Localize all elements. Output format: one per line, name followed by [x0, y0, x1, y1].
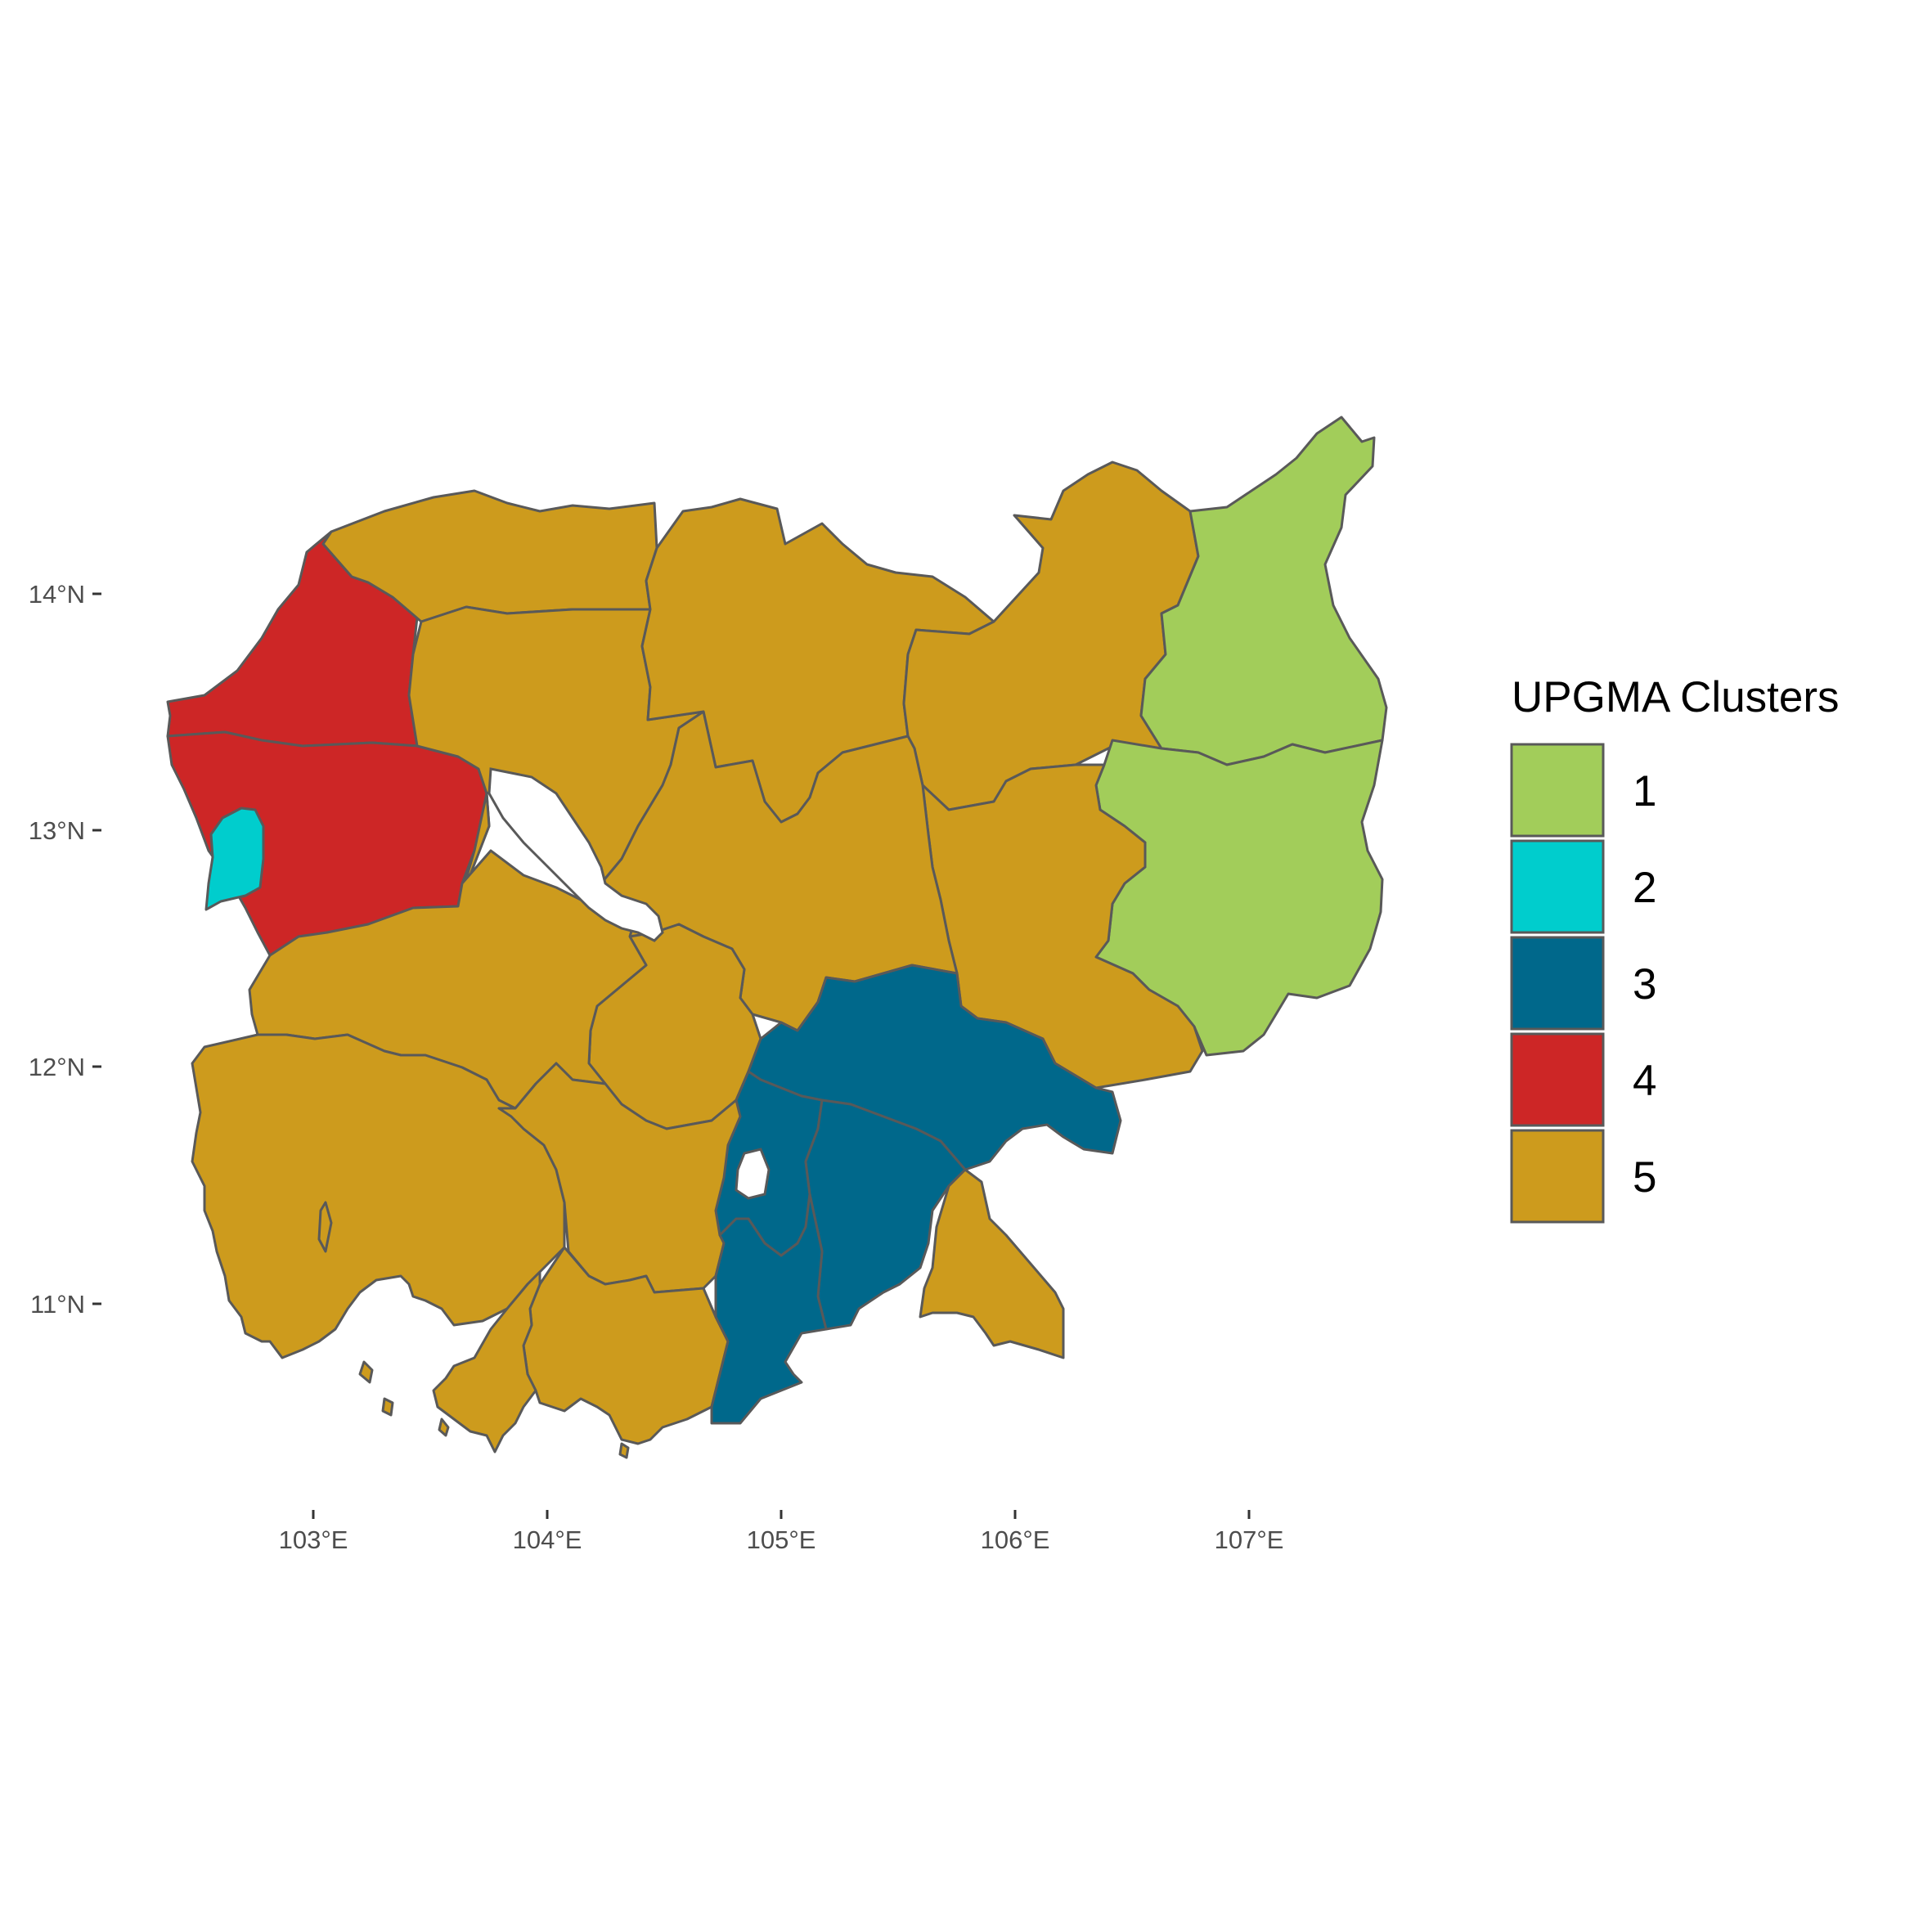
x-tick-label: 107°E: [1215, 1525, 1284, 1554]
legend-key-3: [1510, 936, 1605, 1031]
legend-label-5: 5: [1633, 1153, 1656, 1202]
legend-label-3: 3: [1633, 960, 1656, 1009]
x-tick-label: 103°E: [279, 1525, 348, 1554]
y-tick-label: 12°N: [29, 1053, 85, 1081]
province-ratanakiri: [1139, 416, 1388, 766]
legend-label-4: 4: [1633, 1057, 1656, 1105]
x-tick-label: 105°E: [747, 1525, 816, 1554]
x-tick-label: 104°E: [513, 1525, 582, 1554]
legend-key-4: [1510, 1032, 1605, 1127]
y-axis: 14°N 13°N 12°N 11°N: [29, 580, 101, 1319]
province-pailin: [204, 806, 265, 911]
legend-title: UPGMA Clusters: [1512, 673, 1840, 721]
province-stung-treng: [902, 461, 1200, 811]
y-tick-label: 14°N: [29, 580, 85, 609]
legend-key-1: [1510, 743, 1605, 838]
province-sihanoukville: [432, 1270, 541, 1453]
legend-label-2: 2: [1633, 864, 1656, 912]
tonle-sap-lake: [487, 767, 664, 942]
y-tick-label: 13°N: [29, 816, 85, 845]
island-small-3: [438, 1418, 450, 1437]
small-lake: [735, 1148, 771, 1200]
island-small-4: [618, 1442, 630, 1459]
y-tick-label: 11°N: [30, 1290, 85, 1319]
province-koh-kong: [191, 1033, 566, 1359]
legend-key-2: [1510, 839, 1605, 934]
x-axis: 103°E 104°E 105°E 106°E 107°E: [279, 1510, 1284, 1554]
province-svay-rieng: [919, 1168, 1065, 1359]
legend: UPGMA Clusters 1 2 3 4 5: [1510, 673, 1840, 1224]
island-small-1: [358, 1360, 374, 1384]
provinces: [166, 416, 1388, 1459]
legend-key-5: [1510, 1129, 1605, 1224]
province-takeo: [710, 1193, 828, 1425]
legend-label-1: 1: [1633, 767, 1656, 815]
island-small-2: [381, 1397, 394, 1417]
island-koh-kong: [317, 1201, 333, 1253]
x-tick-label: 106°E: [981, 1525, 1050, 1554]
